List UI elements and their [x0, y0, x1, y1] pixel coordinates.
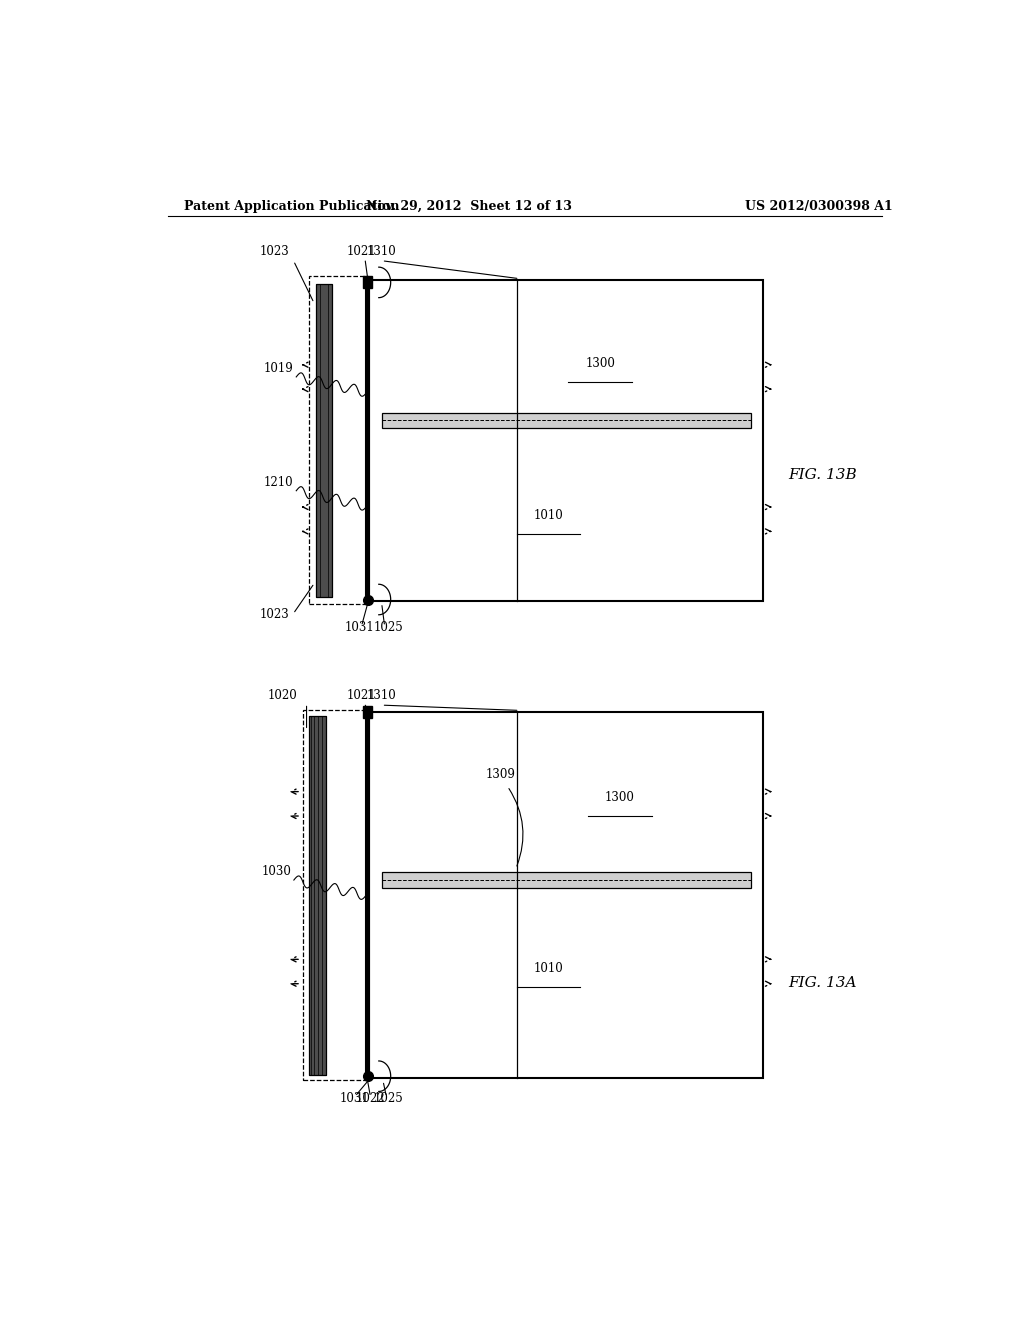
Bar: [367, 280, 763, 601]
Text: 1019: 1019: [264, 362, 294, 375]
Bar: [367, 713, 763, 1078]
Bar: [316, 284, 332, 598]
Text: 1023: 1023: [260, 246, 290, 257]
Text: 1310: 1310: [367, 246, 397, 257]
Text: Nov. 29, 2012  Sheet 12 of 13: Nov. 29, 2012 Sheet 12 of 13: [367, 199, 572, 213]
Bar: [362, 706, 373, 718]
Text: 1022: 1022: [355, 1092, 385, 1105]
Text: FIG. 13A: FIG. 13A: [788, 975, 857, 990]
Text: 1025: 1025: [374, 620, 403, 634]
Text: 1031: 1031: [339, 1092, 369, 1105]
Text: 1023: 1023: [260, 607, 290, 620]
Text: 1030: 1030: [261, 865, 292, 878]
Text: 1021: 1021: [346, 689, 376, 702]
Bar: [303, 710, 368, 1080]
Text: 1021: 1021: [346, 246, 376, 257]
Text: Patent Application Publication: Patent Application Publication: [183, 199, 399, 213]
Text: 1210: 1210: [264, 475, 294, 488]
Text: US 2012/0300398 A1: US 2012/0300398 A1: [744, 199, 892, 213]
Text: 1310: 1310: [367, 689, 397, 702]
Text: 1300: 1300: [586, 356, 615, 370]
Bar: [309, 276, 369, 603]
Bar: [362, 276, 373, 289]
Text: 1025: 1025: [374, 1092, 403, 1105]
Bar: [382, 871, 751, 888]
Text: 1300: 1300: [605, 791, 635, 804]
Text: 1010: 1010: [534, 961, 563, 974]
Text: 1020: 1020: [268, 689, 298, 702]
Bar: [382, 413, 751, 428]
Bar: [309, 717, 327, 1076]
Text: 1309: 1309: [486, 768, 516, 781]
Text: 1031: 1031: [345, 620, 375, 634]
Text: FIG. 13B: FIG. 13B: [788, 467, 857, 482]
Text: 1010: 1010: [534, 510, 563, 523]
